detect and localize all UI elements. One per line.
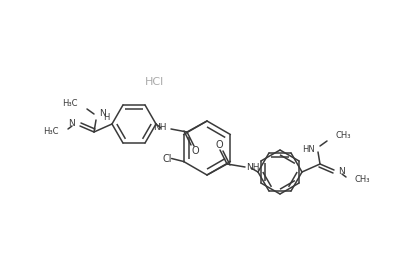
- Text: NH: NH: [245, 163, 259, 173]
- Text: CH₃: CH₃: [354, 174, 370, 184]
- Text: HN: HN: [301, 146, 314, 154]
- Text: H: H: [103, 114, 109, 122]
- Text: Cl: Cl: [162, 154, 172, 163]
- Text: N: N: [337, 168, 344, 177]
- Text: O: O: [215, 140, 222, 150]
- Text: H₃C: H₃C: [43, 128, 59, 136]
- Text: HCl: HCl: [145, 77, 164, 87]
- Text: N: N: [68, 120, 75, 128]
- Text: NH: NH: [153, 124, 166, 132]
- Text: H₃C: H₃C: [62, 99, 78, 109]
- Text: CH₃: CH₃: [335, 132, 351, 140]
- Text: O: O: [191, 146, 198, 156]
- Text: N: N: [99, 110, 105, 118]
